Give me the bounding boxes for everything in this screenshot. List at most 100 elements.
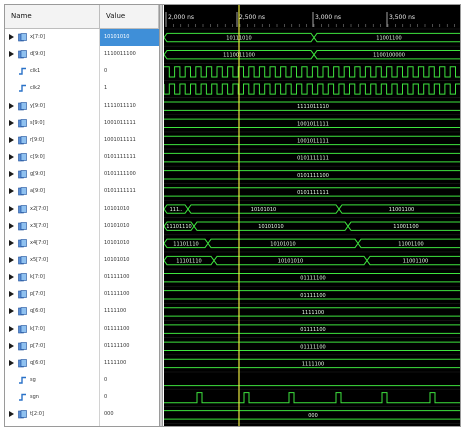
bus-value-label: 0101111100 [297, 173, 329, 179]
expand-arrow-icon[interactable] [9, 239, 14, 246]
signal-value-row[interactable]: 1 [100, 80, 159, 97]
signal-row[interactable]: k[7:0] [5, 269, 99, 286]
value-column-header[interactable]: Value [100, 5, 159, 29]
expand-arrow-icon[interactable] [9, 359, 14, 366]
signal-row[interactable]: x2[7:0] [5, 201, 99, 218]
signal-name: p[7:0] [30, 291, 46, 298]
signal-row[interactable]: p[7:0] [5, 286, 99, 303]
expand-arrow-icon[interactable] [9, 308, 14, 315]
signal-row[interactable]: r[9:0] [5, 132, 99, 149]
signal-row[interactable]: x3[7:0] [5, 218, 99, 235]
signal-row[interactable]: q[6:0] [5, 303, 99, 320]
signal-name: g[9:0] [30, 171, 46, 178]
signal-value-row[interactable]: 1111100 [100, 303, 159, 320]
signal-row[interactable]: y[9:0] [5, 98, 99, 115]
signal-value-row[interactable]: 10101010 [100, 218, 159, 235]
bus-signal-icon [18, 101, 27, 110]
expand-arrow-icon[interactable] [9, 34, 14, 40]
bit-signal-icon [19, 68, 26, 75]
clock-waveform [164, 66, 460, 78]
signal-name: y[9:0] [30, 102, 45, 109]
signal-value-row[interactable]: 10101010 [100, 29, 159, 46]
bus-value-label: 1111100 [302, 361, 324, 367]
signal-name: x3[7:0] [30, 222, 49, 229]
signal-value-row[interactable]: 0101111111 [100, 149, 159, 166]
bus-signal-icon [18, 273, 27, 282]
signal-row[interactable]: clk2 [5, 80, 99, 97]
signal-row[interactable]: clk1 [5, 63, 99, 80]
signal-row[interactable]: s[9:0] [5, 115, 99, 132]
signal-value: 01111100 [104, 325, 130, 332]
bus-value-label: 01111100 [300, 276, 325, 282]
bus-value-label: 1111011110 [297, 104, 329, 110]
signal-row[interactable]: c[9:0] [5, 149, 99, 166]
expand-arrow-icon[interactable] [9, 154, 14, 161]
signal-value-row[interactable]: 1001011111 [100, 132, 159, 149]
signal-row[interactable]: p[7:0] [5, 338, 99, 355]
signal-row[interactable]: sgn [5, 389, 99, 406]
bus-value-label: 111.. [170, 207, 183, 213]
expand-arrow-icon[interactable] [9, 119, 14, 126]
signal-value-row[interactable]: 1011 [100, 423, 159, 426]
signal-row[interactable]: q[6:0] [5, 355, 99, 372]
bus-value-label: 11101110 [173, 241, 198, 247]
signal-value-row[interactable]: 1110011100 [100, 46, 159, 63]
pane-splitter[interactable] [159, 5, 163, 426]
signal-value: 10101010 [104, 256, 130, 263]
expand-arrow-icon[interactable] [9, 325, 14, 332]
signal-value-row[interactable]: 01111100 [100, 269, 159, 286]
waveform-pane[interactable]: 2,000 ns2,500 ns3,000 ns3,500 ns10111010… [164, 5, 461, 427]
expand-arrow-icon[interactable] [9, 171, 14, 178]
signal-value: 0 [104, 68, 108, 75]
signal-value-row[interactable]: 1111011110 [100, 98, 159, 115]
signal-row[interactable]: x5[7:0] [5, 252, 99, 269]
bit-signal-icon [19, 85, 26, 93]
signal-value-row[interactable]: 0 [100, 372, 159, 389]
signal-row[interactable]: d[9:0] [5, 46, 99, 63]
signal-row[interactable]: adr[3:0] [5, 423, 99, 426]
signal-value-row[interactable]: 1111100 [100, 355, 159, 372]
signal-name: x2[7:0] [30, 205, 49, 212]
signal-row[interactable]: a[9:0] [5, 183, 99, 200]
signal-row[interactable]: k[7:0] [5, 321, 99, 338]
signal-value-row[interactable]: 000 [100, 406, 159, 423]
signal-value-row[interactable]: 0 [100, 389, 159, 406]
signal-value-row[interactable]: 1001011111 [100, 115, 159, 132]
bus-value-label: 01111100 [300, 344, 325, 350]
waveform-canvas[interactable]: 2,000 ns2,500 ns3,000 ns3,500 ns10111010… [164, 5, 461, 427]
signal-value-row[interactable]: 0101111100 [100, 166, 159, 183]
expand-arrow-icon[interactable] [9, 274, 14, 281]
signal-value-row[interactable]: 10101010 [100, 235, 159, 252]
signal-value-row[interactable]: 10101010 [100, 252, 159, 269]
signal-row[interactable]: g[9:0] [5, 166, 99, 183]
signal-value-row[interactable]: 0101111111 [100, 183, 159, 200]
signal-row[interactable]: x[7:0] [5, 29, 99, 46]
name-column-header[interactable]: Name [5, 5, 100, 29]
bus-value-label: 0101111111 [297, 190, 329, 196]
signal-name: a[9:0] [30, 188, 46, 195]
expand-arrow-icon[interactable] [9, 291, 14, 298]
expand-arrow-icon[interactable] [9, 51, 14, 58]
signal-value-row[interactable]: 01111100 [100, 321, 159, 338]
bus-signal-icon [18, 33, 27, 42]
signal-row[interactable]: t[2:0] [5, 406, 99, 423]
expand-arrow-icon[interactable] [9, 188, 14, 195]
bit-signal-icon [19, 393, 26, 401]
signal-value-row[interactable]: 01111100 [100, 338, 159, 355]
signal-value-row[interactable]: 01111100 [100, 286, 159, 303]
expand-arrow-icon[interactable] [9, 102, 14, 109]
bus-signal-icon [18, 204, 27, 213]
signal-value-row[interactable]: 10101010 [100, 201, 159, 218]
bus-segment [313, 32, 460, 43]
expand-arrow-icon[interactable] [9, 411, 14, 418]
expand-arrow-icon[interactable] [9, 222, 14, 229]
expand-arrow-icon[interactable] [9, 136, 14, 143]
bus-value-label: 11001100 [403, 259, 428, 265]
signal-row[interactable]: sg [5, 372, 99, 389]
timeline-label: 2,500 ns [239, 14, 265, 21]
expand-arrow-icon[interactable] [9, 256, 14, 263]
expand-arrow-icon[interactable] [9, 205, 14, 212]
expand-arrow-icon[interactable] [9, 342, 14, 349]
signal-row[interactable]: x4[7:0] [5, 235, 99, 252]
signal-value-row[interactable]: 0 [100, 63, 159, 80]
